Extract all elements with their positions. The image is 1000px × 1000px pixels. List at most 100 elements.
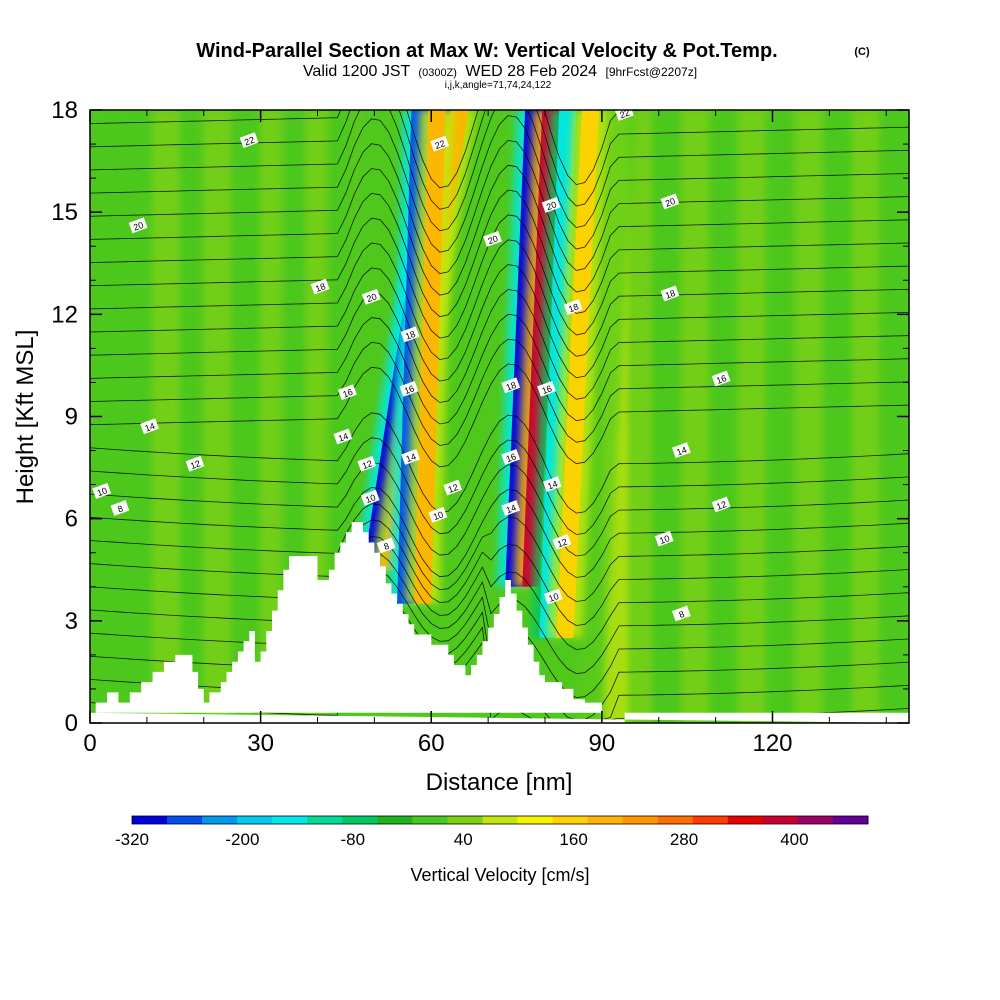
contour-label-bg [615,110,634,121]
chart-title: Wind-Parallel Section at Max W: Vertical… [196,40,777,62]
colorbar-swatch [797,816,834,824]
contour-label-text: 18 [664,288,677,301]
colorbar-tick-label: 40 [454,830,473,849]
colorbar-swatch [692,816,729,824]
contour-label-bg [660,285,680,302]
velocity-band [101,110,125,723]
colorbar-swatch [587,816,624,824]
contour-label-text: 10 [547,591,560,604]
velocity-band [681,110,710,723]
contour-label-bg [671,442,691,459]
contour-label-text: 12 [556,537,569,550]
colorbar-tick-label: 160 [559,830,587,849]
contour-label: 12 [711,496,731,513]
contour-label: 10 [92,483,112,499]
contour-label-bg [357,455,377,472]
velocity-band [181,110,204,723]
contour-label-bg [310,278,330,295]
velocity-band [852,110,881,723]
contour-label-text: 18 [314,281,327,294]
contour-label-text: 14 [337,431,350,444]
velocity-band [823,110,853,723]
y-tick-label: 9 [65,404,78,431]
copyright-mark: (C) [854,46,870,58]
colorbar-swatch [832,816,869,824]
contour-label-bg [483,231,502,247]
theta-contour [90,503,909,602]
contour-label: 22 [615,110,634,121]
theta-contour [90,462,909,557]
contour-label-bg [430,135,450,152]
velocity-band [766,110,796,723]
theta-contour [90,519,909,626]
contour-label-bg [541,197,561,213]
contour-label-bg [428,506,448,523]
contour-label-text: 10 [432,509,445,522]
contour-label-bg [185,455,205,472]
contour-label: 14 [671,442,691,459]
contour-label: 10 [360,489,380,506]
contour-label-bg [660,193,680,210]
contour-label-text: 16 [505,451,518,464]
colorbar-tick-label: -200 [225,830,259,849]
theta-contour [90,535,909,650]
velocity-band [738,110,767,723]
velocity-band [630,110,654,723]
contour-label-bg [501,449,521,465]
y-tick-label: 12 [51,301,78,328]
contour-label: 16 [399,380,419,397]
colorbar-tick-label: 280 [670,830,698,849]
contour-label-bg [401,449,421,465]
contour-label-text: 18 [567,302,580,315]
contour-label: 18 [400,326,420,343]
contour-label: 18 [563,299,583,315]
theta-contour [90,338,909,446]
contour-label-bg [399,380,419,397]
contour-label-bg [443,479,463,496]
colorbar-swatch [622,816,659,824]
contour-label-text: 20 [664,196,677,209]
contour-label-text: 14 [546,479,559,492]
colorbar-swatch [552,816,589,824]
theta-contour [90,289,909,403]
contour-label: 16 [537,380,556,397]
contour-label: 10 [428,506,448,523]
contour-label-bg [92,483,112,499]
theta-contour [90,110,909,232]
colorbar-swatch [237,816,273,824]
y-tick-label: 6 [65,506,78,533]
axes: 0 30 60 90 120 0 3 6 9 12 15 18 [51,97,909,757]
contour-label: 14 [401,449,421,465]
colorbar-swatch [272,816,308,824]
velocity-band [709,110,739,723]
contour-label: 20 [660,193,680,210]
theta-contour [90,313,909,425]
contour-label-bg [128,217,148,234]
contour-label-text: 10 [364,492,377,505]
theta-contour [90,437,909,535]
contour-label: 18 [310,278,330,295]
contour-label: 14 [501,500,521,516]
contour-label-text: 14 [405,451,418,464]
theta-contour [90,264,909,382]
contour-label-text: 20 [545,199,558,212]
contour-label: 18 [660,285,680,302]
contour-label-text: 8 [116,503,124,514]
valid-time-main: Valid 1200 JST [303,63,411,80]
theta-contour [90,412,909,514]
contour-label-text: 16 [403,383,416,396]
y-axis-label: Height [Kft MSL] [12,330,39,505]
contour-label: 12 [357,455,377,472]
contour-label-text: 14 [675,445,688,458]
x-tick-label: 90 [589,730,616,757]
contour-label: 10 [654,530,674,547]
colorbar-swatch [412,816,448,824]
contour-label: 20 [128,217,148,234]
contour-label-bg [140,418,159,435]
contour-label: 22 [239,132,259,149]
contour-label: 10 [543,588,563,605]
velocity-band [232,110,261,723]
contour-label-bg [400,326,420,343]
colorbar-swatch [202,816,238,824]
